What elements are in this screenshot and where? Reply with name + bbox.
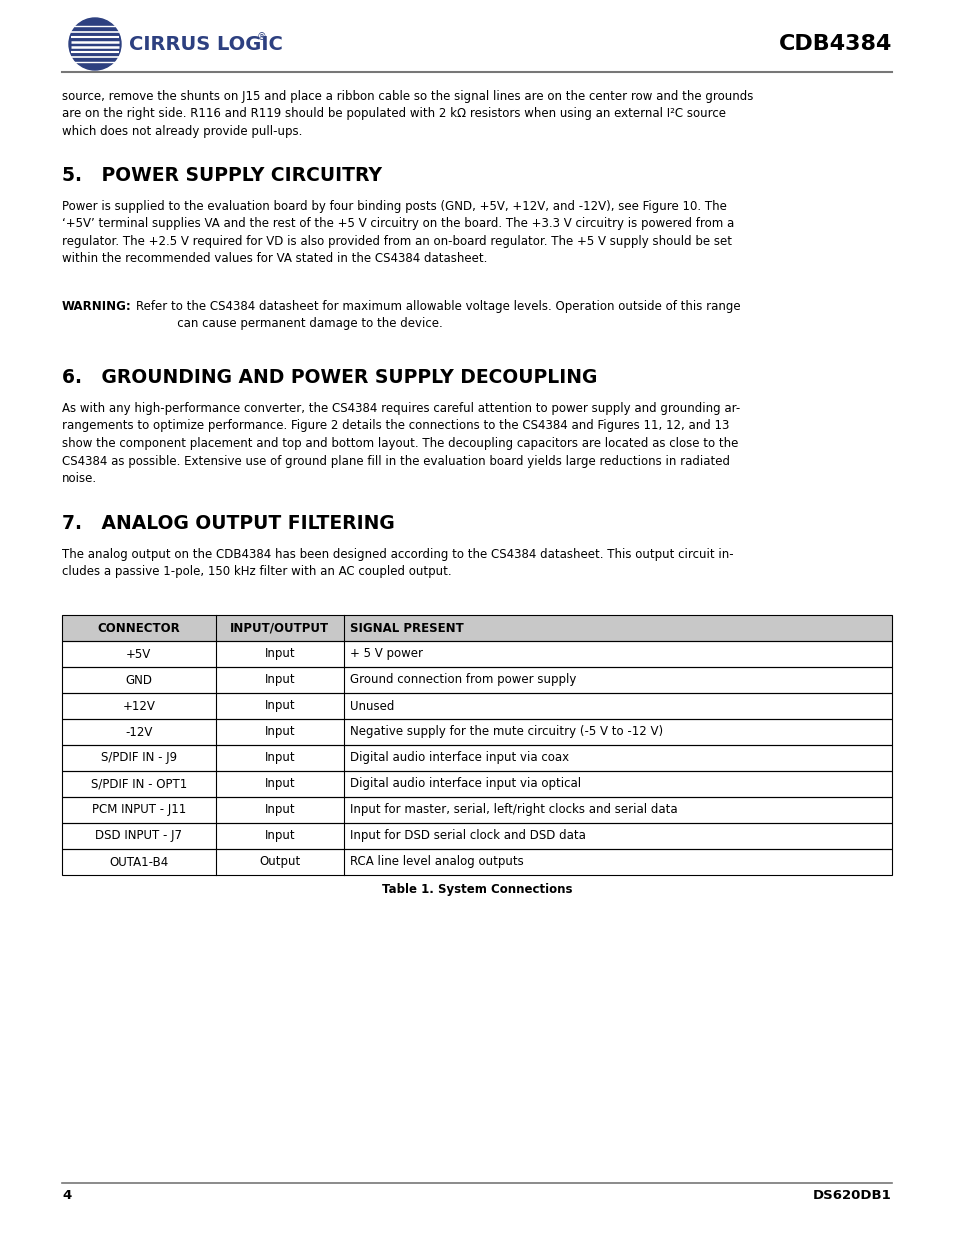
Text: Input: Input [264, 752, 294, 764]
Text: Input: Input [264, 830, 294, 842]
Text: WARNING:: WARNING: [62, 300, 132, 312]
Text: 4: 4 [62, 1189, 71, 1202]
Bar [62, 641, 891, 667]
Text: Input: Input [264, 673, 294, 687]
Bar [62, 797, 891, 823]
Text: Power is supplied to the evaluation board by four binding posts (GND, +5V, +12V,: Power is supplied to the evaluation boar… [62, 200, 734, 266]
Bar [62, 693, 891, 719]
Text: INPUT/OUTPUT: INPUT/OUTPUT [230, 621, 329, 635]
Text: -12V: -12V [125, 725, 152, 739]
Text: DSD INPUT - J7: DSD INPUT - J7 [95, 830, 182, 842]
Text: 5.   POWER SUPPLY CIRCUITRY: 5. POWER SUPPLY CIRCUITRY [62, 165, 381, 185]
Text: +5V: +5V [126, 647, 152, 661]
Text: Input: Input [264, 778, 294, 790]
Text: S/PDIF IN - OPT1: S/PDIF IN - OPT1 [91, 778, 187, 790]
Text: ®: ® [256, 32, 267, 42]
Text: RCA line level analog outputs: RCA line level analog outputs [350, 856, 523, 868]
Text: Output: Output [259, 856, 300, 868]
Text: 7.   ANALOG OUTPUT FILTERING: 7. ANALOG OUTPUT FILTERING [62, 514, 395, 534]
Text: Refer to the CS4384 datasheet for maximum allowable voltage levels. Operation ou: Refer to the CS4384 datasheet for maximu… [136, 300, 740, 331]
Bar [62, 823, 891, 848]
Text: As with any high-performance converter, the CS4384 requires careful attention to: As with any high-performance converter, … [62, 403, 740, 485]
Text: source, remove the shunts on J15 and place a ribbon cable so the signal lines ar: source, remove the shunts on J15 and pla… [62, 90, 753, 138]
Bar [62, 615, 891, 641]
Text: +12V: +12V [122, 699, 155, 713]
Text: OUTA1-B4: OUTA1-B4 [109, 856, 169, 868]
Text: Digital audio interface input via coax: Digital audio interface input via coax [350, 752, 569, 764]
Text: + 5 V power: + 5 V power [350, 647, 423, 661]
Bar [62, 667, 891, 693]
Text: Input: Input [264, 699, 294, 713]
Text: CONNECTOR: CONNECTOR [97, 621, 180, 635]
Bar [62, 719, 891, 745]
Text: SIGNAL PRESENT: SIGNAL PRESENT [350, 621, 463, 635]
Text: The analog output on the CDB4384 has been designed according to the CS4384 datas: The analog output on the CDB4384 has bee… [62, 548, 733, 578]
Bar [62, 848, 891, 876]
Text: Input: Input [264, 647, 294, 661]
Text: S/PDIF IN - J9: S/PDIF IN - J9 [101, 752, 176, 764]
Text: Input for DSD serial clock and DSD data: Input for DSD serial clock and DSD data [350, 830, 585, 842]
Text: Digital audio interface input via optical: Digital audio interface input via optica… [350, 778, 580, 790]
Text: DS620DB1: DS620DB1 [812, 1189, 891, 1202]
Circle shape [69, 19, 121, 70]
Bar [62, 745, 891, 771]
Text: Input: Input [264, 725, 294, 739]
Text: Input for master, serial, left/right clocks and serial data: Input for master, serial, left/right clo… [350, 804, 678, 816]
Text: Ground connection from power supply: Ground connection from power supply [350, 673, 576, 687]
Text: Table 1. System Connections: Table 1. System Connections [381, 883, 572, 897]
Text: Negative supply for the mute circuitry (-5 V to -12 V): Negative supply for the mute circuitry (… [350, 725, 662, 739]
Text: CIRRUS LOGIC: CIRRUS LOGIC [129, 35, 283, 53]
Bar [62, 771, 891, 797]
Bar [62, 615, 891, 641]
Text: Unused: Unused [350, 699, 395, 713]
Text: CDB4384: CDB4384 [778, 35, 891, 54]
Text: GND: GND [125, 673, 152, 687]
Text: Input: Input [264, 804, 294, 816]
Text: PCM INPUT - J11: PCM INPUT - J11 [91, 804, 186, 816]
Text: 6.   GROUNDING AND POWER SUPPLY DECOUPLING: 6. GROUNDING AND POWER SUPPLY DECOUPLING [62, 368, 597, 387]
